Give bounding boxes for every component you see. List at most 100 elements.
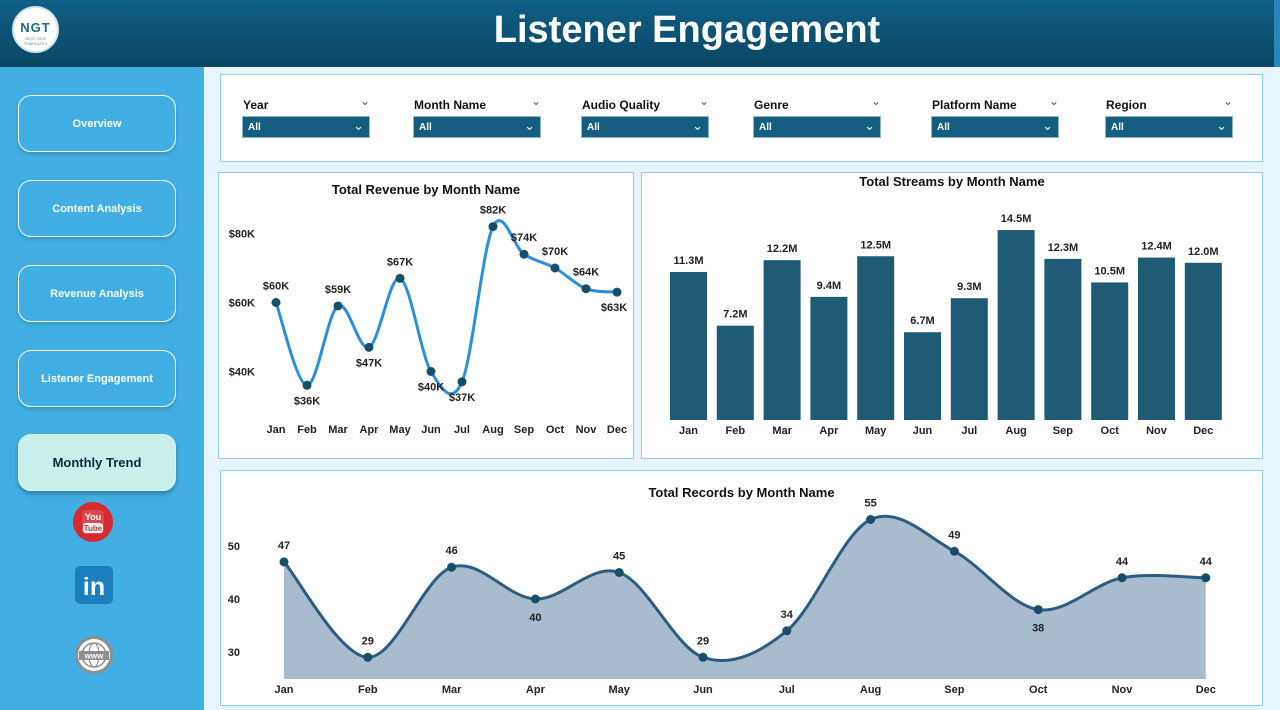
filter-genre-dropdown[interactable]: All ⌄: [753, 116, 881, 138]
nav-overview-button[interactable]: Overview: [18, 95, 176, 152]
data-point: [395, 273, 405, 283]
data-label: $63K: [601, 302, 627, 314]
x-tick-label: Dec: [1196, 684, 1216, 696]
x-tick-label: Jun: [421, 424, 441, 436]
y-tick-label: 30: [228, 647, 240, 659]
x-tick-label: Nov: [576, 424, 598, 436]
x-tick-label: Sep: [514, 424, 534, 436]
data-label: 34: [781, 609, 794, 621]
data-label: 12.0M: [1188, 246, 1219, 258]
data-point: [363, 652, 373, 662]
data-label: $67K: [387, 256, 413, 268]
nav-content-analysis-button[interactable]: Content Analysis: [18, 180, 176, 237]
data-point: [333, 301, 343, 311]
filter-year-label: Year: [243, 98, 269, 112]
youtube-text-tube: Tube: [84, 524, 103, 533]
data-label: 12.2M: [767, 243, 798, 255]
filter-platform-name-dropdown[interactable]: All ⌄: [931, 116, 1059, 138]
data-point: [279, 557, 289, 567]
filter-audio-quality-clear-icon[interactable]: ⌄: [698, 94, 709, 108]
bar: [1138, 257, 1175, 420]
filter-platform-name-clear-icon[interactable]: ⌄: [1048, 94, 1059, 108]
filter-year-clear-icon[interactable]: ⌄: [359, 94, 370, 108]
revenue-line-chart: $80K $60K $40K $60K Jan $36K Feb $59K Mar $47K Apr…: [229, 205, 628, 436]
x-tick-label: Jun: [913, 425, 933, 437]
website-icon[interactable]: www: [73, 634, 115, 676]
filter-year-dropdown[interactable]: All ⌄: [242, 116, 370, 138]
data-label: $36K: [294, 395, 320, 407]
y-tick-label: 40: [228, 594, 240, 606]
data-point: [866, 515, 876, 524]
x-tick-label: Mar: [442, 684, 462, 696]
main-content: Year ⌄ All ⌄ Month Name ⌄ All ⌄ Audio Qual…: [204, 67, 1280, 710]
data-point: [530, 594, 540, 604]
data-label: $40K: [418, 382, 444, 394]
youtube-icon[interactable]: You Tube: [72, 501, 114, 543]
data-label: 14.5M: [1001, 213, 1032, 225]
logo-text: NGT: [20, 20, 51, 35]
x-tick-label: Oct: [1101, 425, 1120, 437]
filter-year-value: All: [248, 122, 261, 133]
filter-audio-quality-dropdown[interactable]: All ⌄: [581, 116, 709, 138]
linkedin-icon[interactable]: in: [74, 565, 114, 605]
data-point: [698, 652, 708, 662]
data-point: [364, 342, 374, 352]
nav-revenue-analysis-button[interactable]: Revenue Analysis: [18, 265, 176, 322]
filter-genre-label: Genre: [754, 98, 789, 112]
youtube-text-you: You: [85, 512, 101, 522]
data-label: 29: [362, 635, 374, 647]
filter-region-dropdown[interactable]: All ⌄: [1105, 116, 1233, 138]
data-label: 49: [948, 529, 960, 541]
data-label: 12.5M: [860, 239, 891, 251]
x-tick-label: Sep: [944, 684, 964, 696]
data-label: $47K: [356, 357, 382, 369]
x-tick-label: May: [865, 425, 887, 437]
x-tick-label: Feb: [297, 424, 317, 436]
filter-genre-clear-icon[interactable]: ⌄: [870, 94, 881, 108]
data-label: 40: [529, 612, 541, 624]
x-tick-label: Jan: [679, 425, 698, 437]
y-tick-label: $40K: [229, 367, 255, 379]
data-point: [447, 562, 457, 572]
x-tick-label: Nov: [1146, 425, 1168, 437]
revenue-chart-panel: Total Revenue by Month Name $80K $60K $40K…: [218, 172, 634, 459]
header-accent: [1274, 0, 1280, 67]
y-tick-label: 50: [228, 541, 240, 553]
filter-platform-name-label: Platform Name: [932, 98, 1017, 112]
bar: [950, 298, 988, 420]
data-point: [426, 367, 436, 376]
filter-month-name-label: Month Name: [414, 98, 486, 112]
website-text: www: [84, 652, 104, 661]
chevron-down-icon: ⌄: [864, 118, 875, 133]
data-label: 46: [445, 545, 457, 557]
x-tick-label: Jun: [693, 684, 713, 696]
x-tick-label: Oct: [1029, 684, 1048, 696]
data-label: $37K: [449, 392, 475, 404]
data-point: [1033, 605, 1043, 615]
streams-chart-panel: Total Streams by Month Name 11.3M Jan 7.2M…: [641, 172, 1263, 459]
data-label: 11.3M: [674, 255, 704, 267]
data-point: [271, 298, 281, 307]
filter-region-clear-icon[interactable]: ⌄: [1222, 94, 1233, 108]
x-tick-label: May: [389, 424, 411, 436]
chevron-down-icon: ⌄: [692, 118, 703, 133]
filter-month-name-clear-icon[interactable]: ⌄: [530, 94, 541, 108]
bar: [716, 325, 754, 420]
chevron-down-icon: ⌄: [1042, 118, 1053, 133]
nav-listener-engagement-button[interactable]: Listener Engagement: [18, 350, 176, 407]
filter-audio-quality-value: All: [587, 122, 600, 133]
filter-month-name-dropdown[interactable]: All ⌄: [413, 116, 541, 138]
nav-monthly-trend-button[interactable]: Monthly Trend: [18, 434, 176, 491]
chevron-down-icon: ⌄: [524, 118, 535, 133]
page-title: Listener Engagement: [493, 9, 881, 51]
data-label: 12.4M: [1141, 241, 1172, 253]
records-area-chart: 50 40 30 47 Jan 29 Feb 46 Mar 40 Apr 45 May 29 Jun 34 Ju…: [228, 498, 1216, 697]
bar: [810, 296, 848, 420]
y-tick-label: $60K: [229, 298, 255, 310]
data-point: [949, 546, 959, 556]
data-label: 9.4M: [817, 280, 841, 292]
filter-audio-quality-label: Audio Quality: [582, 98, 660, 112]
chevron-down-icon: ⌄: [353, 118, 364, 133]
x-tick-label: Oct: [546, 424, 565, 436]
data-label: $60K: [263, 281, 289, 293]
